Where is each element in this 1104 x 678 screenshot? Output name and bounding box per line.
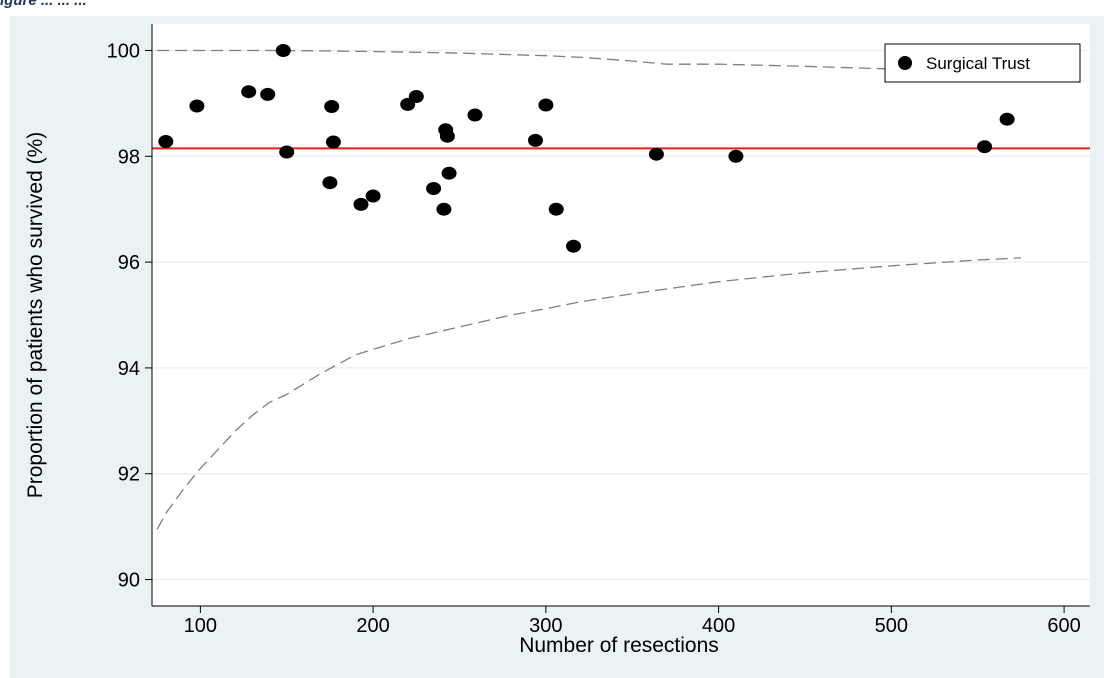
data-point bbox=[325, 135, 341, 149]
data-point bbox=[260, 87, 276, 101]
data-point bbox=[241, 85, 257, 99]
legend-box bbox=[884, 43, 1081, 83]
x-tick-label: 500 bbox=[875, 615, 908, 637]
y-tick-label: 92 bbox=[118, 464, 140, 486]
data-point bbox=[324, 100, 340, 113]
x-axis-title: Number of resections bbox=[519, 634, 719, 657]
data-point bbox=[441, 166, 457, 180]
data-point bbox=[353, 197, 369, 211]
data-point bbox=[548, 202, 564, 216]
data-point bbox=[158, 135, 174, 148]
data-point bbox=[528, 133, 543, 147]
data-point bbox=[648, 147, 664, 161]
data-point bbox=[566, 239, 581, 253]
x-tick-label: 600 bbox=[1047, 615, 1080, 637]
x-tick-label: 100 bbox=[184, 615, 217, 637]
plot-area bbox=[152, 24, 1090, 606]
data-point bbox=[439, 129, 455, 143]
data-point bbox=[728, 149, 744, 163]
data-point bbox=[408, 90, 424, 103]
data-point bbox=[365, 189, 381, 203]
data-point bbox=[426, 182, 442, 195]
data-point bbox=[279, 145, 295, 159]
y-tick-label: 96 bbox=[118, 252, 140, 274]
data-point bbox=[538, 98, 554, 112]
axes bbox=[145, 24, 1090, 613]
y-tick-label: 94 bbox=[118, 358, 140, 380]
data-point bbox=[467, 108, 483, 122]
x-tick-label: 300 bbox=[529, 615, 562, 637]
lower-control-limit bbox=[156, 257, 1021, 530]
y-tick-label: 100 bbox=[107, 40, 140, 62]
legend: Surgical Trust bbox=[884, 43, 1081, 83]
data-point bbox=[977, 140, 993, 154]
data-point bbox=[999, 112, 1015, 126]
data-points bbox=[158, 44, 1015, 253]
y-axis-title: Proportion of patients who survived (%) bbox=[24, 132, 47, 499]
control-limits bbox=[156, 49, 1021, 530]
x-tick-label: 400 bbox=[702, 615, 735, 637]
y-tick-label: 90 bbox=[118, 570, 140, 592]
legend-label: Surgical Trust bbox=[926, 54, 1030, 73]
figure-caption: igure ... ... ... bbox=[0, 0, 87, 9]
data-point bbox=[322, 176, 338, 190]
data-point bbox=[275, 44, 291, 57]
legend-marker-icon bbox=[898, 56, 912, 70]
tick-labels: 100 200 300 400 500 600 90 92 94 96 98 100 bbox=[107, 40, 1081, 637]
data-point bbox=[189, 99, 205, 113]
upper-control-limit bbox=[157, 49, 1021, 75]
x-tick-label: 200 bbox=[356, 615, 389, 637]
y-tick-label: 98 bbox=[118, 146, 140, 168]
data-point bbox=[436, 202, 452, 216]
